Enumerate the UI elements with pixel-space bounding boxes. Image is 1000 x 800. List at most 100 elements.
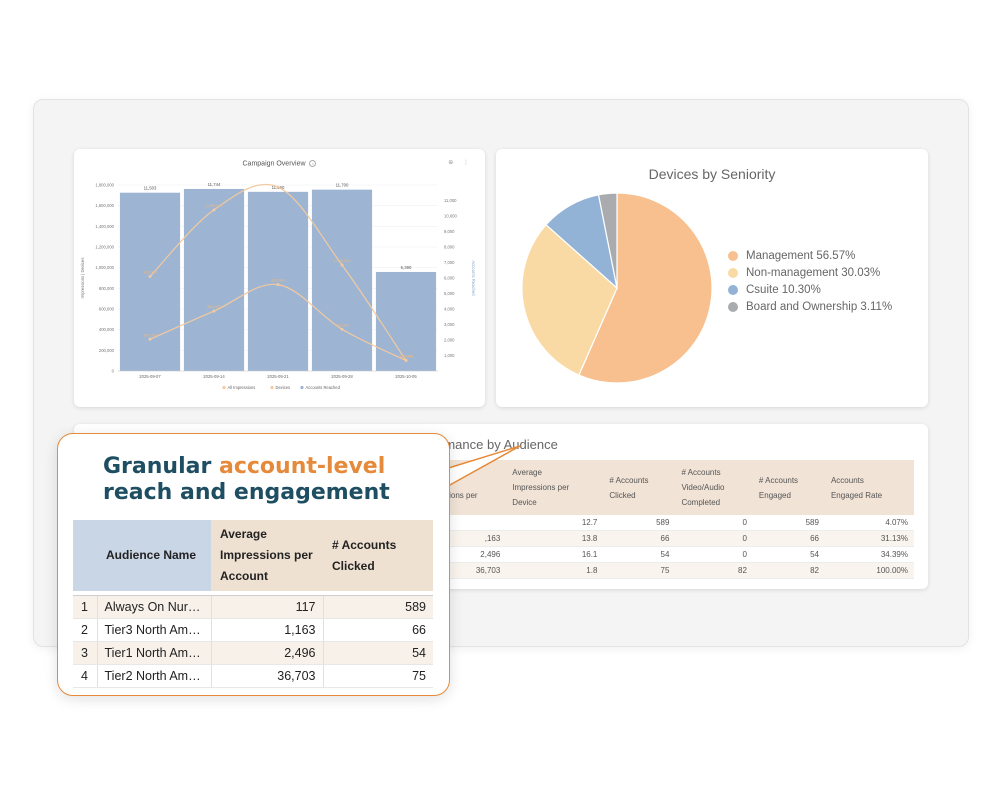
point-label-devices: 404,000 bbox=[335, 323, 349, 327]
table-cell: 31.13% bbox=[824, 530, 914, 547]
table-cell: 589 bbox=[752, 515, 825, 531]
avg-impressions-cell: 2,496 bbox=[210, 641, 323, 665]
y2-tick-label: 1,000 bbox=[444, 353, 455, 358]
point-devices bbox=[276, 283, 280, 287]
row-index: 1 bbox=[73, 595, 97, 619]
point-label-all-impressions: 1,026,000 bbox=[334, 259, 351, 263]
y-tick-label: 600,000 bbox=[99, 307, 115, 312]
point-devices bbox=[404, 358, 408, 362]
avg-impressions-header[interactable]: Average Impressions per Account bbox=[211, 520, 323, 591]
performance-column-header[interactable]: # Accounts Clicked bbox=[603, 460, 676, 515]
y2-tick-label: 5,000 bbox=[444, 291, 455, 296]
pie-legend-item[interactable]: Csuite 10.30% bbox=[728, 283, 918, 297]
y-axis-label: Impressions | Devices bbox=[80, 258, 85, 299]
callout-panel: Granular account-level reach and engageme… bbox=[57, 433, 450, 696]
y-tick-label: 0 bbox=[112, 369, 115, 374]
devices-by-seniority-card: Devices by Seniority Management 56.57% No… bbox=[496, 149, 928, 407]
table-row[interactable]: 2 Tier3 North Ame… 1,163 66 bbox=[73, 618, 433, 642]
point-label-devices: 836,000 bbox=[271, 279, 285, 283]
legend-dot-icon bbox=[728, 285, 738, 295]
point-label-all-impressions: 102,000 bbox=[399, 354, 413, 358]
performance-column-header[interactable]: Accounts Engaged Rate bbox=[824, 460, 914, 515]
legend-dot-icon bbox=[728, 268, 738, 278]
table-cell: 13.8 bbox=[506, 530, 604, 547]
y2-tick-label: 2,000 bbox=[444, 338, 455, 343]
performance-column-header[interactable]: Average Impressions per Device bbox=[506, 460, 604, 515]
bar-accounts-reached bbox=[311, 189, 373, 371]
point-label-all-impressions: 914,000 bbox=[143, 271, 157, 275]
pie-legend-item[interactable]: Management 56.57% bbox=[728, 249, 918, 263]
x-tick-label: 2025-10-05 bbox=[395, 374, 417, 379]
audience-name-header[interactable]: Audience Name bbox=[97, 520, 211, 591]
x-tick-label: 2025-09-28 bbox=[331, 374, 353, 379]
chart-tools[interactable]: ⊕ ⋮ bbox=[448, 160, 473, 166]
legend-dot-icon bbox=[728, 302, 738, 312]
table-row[interactable]: 36,703 1.8 75 82 82 100.00% bbox=[428, 562, 914, 579]
x-tick-label: 2025-09-21 bbox=[267, 374, 289, 379]
legend-label: Accounts Reached bbox=[306, 385, 341, 390]
table-cell: 82 bbox=[675, 562, 753, 579]
table-cell: 34.39% bbox=[824, 546, 914, 563]
point-label-devices: 102,000 bbox=[399, 354, 413, 358]
pie-legend-label: Board and Ownership 3.11% bbox=[746, 301, 893, 313]
table-cell: 16.1 bbox=[506, 546, 604, 563]
y-tick-label: 1,600,000 bbox=[95, 203, 114, 208]
line-all-impressions bbox=[149, 183, 407, 361]
audience-name-cell: Tier3 North Ame… bbox=[96, 618, 211, 642]
pie-legend-label: Management 56.57% bbox=[746, 250, 856, 262]
point-devices bbox=[212, 309, 216, 313]
avg-impressions-cell: 36,703 bbox=[210, 664, 323, 688]
bar-value-label: 6,390 bbox=[401, 265, 412, 270]
table-row[interactable]: 1 Always On Nurt… 117 589 bbox=[73, 595, 433, 619]
bar-accounts-reached bbox=[183, 188, 245, 371]
info-icon[interactable]: i bbox=[309, 160, 317, 167]
y-tick-label: 1,400,000 bbox=[95, 224, 114, 229]
table-row[interactable]: ,163 13.8 66 0 66 31.13% bbox=[428, 530, 914, 547]
row-index: 2 bbox=[73, 618, 97, 642]
performance-column-header[interactable]: # Accounts Video/Audio Completed bbox=[675, 460, 753, 515]
point-all-impressions bbox=[148, 275, 152, 279]
y2-tick-label: 11,000 bbox=[444, 198, 457, 203]
performance-column-header[interactable]: # Accounts Engaged bbox=[752, 460, 825, 515]
legend-label: All Impressions bbox=[228, 385, 256, 390]
table-cell: 589 bbox=[603, 515, 676, 531]
table-cell: 54 bbox=[603, 546, 676, 563]
legend-marker bbox=[300, 385, 304, 390]
table-row[interactable]: 4 Tier2 North Ame… 36,703 75 bbox=[73, 664, 433, 688]
table-row[interactable]: 12.7 589 0 589 4.07% bbox=[428, 515, 914, 531]
bar-value-label: 11,744 bbox=[208, 182, 221, 187]
pie-legend-item[interactable]: Non-management 30.03% bbox=[728, 266, 918, 280]
audience-name-cell: Tier2 North Ame… bbox=[96, 664, 211, 688]
accounts-clicked-cell: 589 bbox=[322, 595, 433, 619]
accounts-clicked-cell: 54 bbox=[322, 641, 433, 665]
table-cell: 66 bbox=[603, 530, 676, 547]
y-tick-label: 1,200,000 bbox=[95, 245, 114, 250]
pie-slice-non-management bbox=[521, 223, 618, 376]
point-all-impressions bbox=[276, 185, 280, 189]
pie-legend: Management 56.57% Non-management 30.03% Cs… bbox=[728, 249, 918, 317]
audience-name-cell: Tier1 North Ame… bbox=[96, 641, 211, 665]
devices-pie-chart bbox=[521, 192, 713, 384]
point-label-devices: 307,000 bbox=[143, 333, 157, 337]
table-row[interactable]: 2,496 16.1 54 0 54 34.39% bbox=[428, 546, 914, 563]
pie-legend-item[interactable]: Board and Ownership 3.11% bbox=[728, 300, 918, 314]
point-devices bbox=[340, 327, 344, 331]
table-cell: 12.7 bbox=[506, 515, 604, 531]
legend-marker bbox=[222, 385, 226, 390]
table-cell: 82 bbox=[752, 562, 825, 579]
callout-title: Granular account-level reach and engageme… bbox=[103, 454, 390, 505]
x-tick-label: 2025-09-14 bbox=[203, 374, 225, 379]
row-index: 3 bbox=[73, 641, 97, 665]
avg-impressions-cell: 1,163 bbox=[210, 618, 323, 642]
table-row[interactable]: 3 Tier1 North Ame… 2,496 54 bbox=[73, 641, 433, 665]
bar-value-label: 11,503 bbox=[144, 186, 157, 191]
accounts-clicked-cell: 75 bbox=[322, 664, 433, 688]
pie-slice-management bbox=[578, 192, 713, 384]
callout-table: Audience Name Average Impressions per Ac… bbox=[73, 520, 433, 688]
legend-dot-icon bbox=[728, 251, 738, 261]
point-label-all-impressions: 1,559,000 bbox=[206, 204, 223, 208]
y2-tick-label: 3,000 bbox=[444, 322, 455, 327]
devices-by-seniority-title: Devices by Seniority bbox=[648, 166, 776, 182]
accounts-clicked-header[interactable]: # Accounts Clicked bbox=[323, 520, 433, 591]
y-tick-label: 200,000 bbox=[99, 348, 115, 353]
